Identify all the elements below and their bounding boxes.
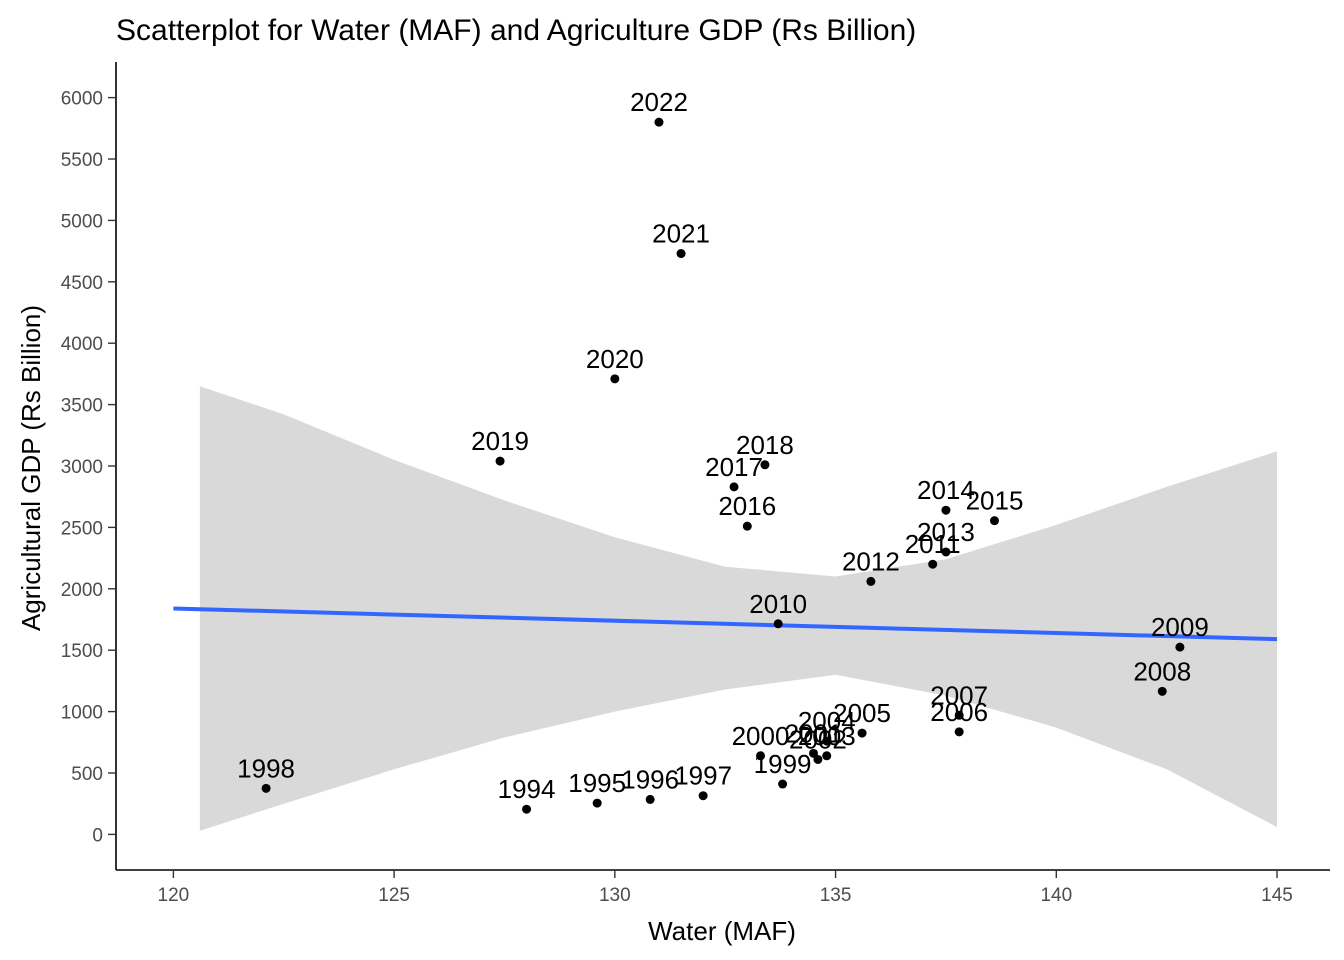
data-point: [813, 754, 823, 764]
data-point: [592, 798, 602, 808]
point-label: 1994: [498, 774, 556, 804]
data-point: [941, 505, 951, 515]
point-label: 2004: [798, 706, 856, 736]
data-point: [822, 751, 832, 761]
x-tick-label: 140: [1040, 885, 1072, 906]
point-label: 2013: [917, 517, 975, 547]
y-tick-label: 4500: [61, 273, 103, 294]
points-layer: [261, 117, 1185, 814]
trend-line-layer: [173, 606, 1278, 642]
point-label: 2018: [736, 430, 794, 460]
point-label: 2014: [917, 475, 975, 505]
data-point: [778, 779, 788, 789]
data-point: [742, 521, 752, 531]
point-label: 2003: [798, 721, 856, 751]
point-label: 2022: [630, 87, 688, 117]
x-tick-label: 125: [378, 885, 410, 906]
y-tick-label: 3000: [61, 457, 103, 478]
y-tick-label: 0: [92, 825, 103, 846]
point-label: 2012: [842, 546, 900, 576]
point-label: 1997: [674, 761, 732, 791]
point-label: 2009: [1151, 612, 1209, 642]
data-point: [954, 727, 964, 737]
x-axis-ticks: 120 125 130 135 140 145: [158, 870, 1293, 906]
data-point: [928, 559, 938, 569]
point-label: 2006: [930, 697, 988, 727]
point-label: 2017: [705, 452, 763, 482]
data-point: [760, 460, 770, 470]
y-axis-ticks: 0 500 1000 1500 2000 2500 3000 3500 4000 4500 5000…: [61, 89, 116, 846]
y-tick-label: 1500: [61, 641, 103, 662]
data-point: [522, 804, 532, 814]
point-label: 2001: [785, 718, 843, 748]
data-point: [1157, 686, 1167, 696]
point-label: 1996: [621, 764, 679, 794]
y-axis-title: Agricultural GDP (Rs Billion): [16, 305, 46, 631]
point-label: 2015: [966, 486, 1024, 516]
chart-title: Scatterplot for Water (MAF) and Agricult…: [116, 14, 916, 47]
point-label: 2005: [833, 698, 891, 728]
data-point: [495, 456, 505, 466]
x-tick-label: 135: [820, 885, 852, 906]
data-point: [654, 117, 664, 127]
point-label: 2021: [652, 219, 710, 249]
y-tick-label: 5000: [61, 211, 103, 232]
y-tick-label: 500: [71, 764, 103, 785]
x-tick-label: 130: [599, 885, 631, 906]
data-point: [676, 249, 686, 259]
data-point: [941, 547, 951, 557]
point-label: 2010: [749, 589, 807, 619]
x-axis-title: Water (MAF): [648, 916, 796, 946]
point-label: 2019: [471, 426, 529, 456]
point-label: 2000: [732, 721, 790, 751]
trend-line: [173, 606, 1278, 642]
point-label: 2007: [930, 680, 988, 710]
x-tick-label: 120: [158, 885, 190, 906]
y-tick-label: 2500: [61, 518, 103, 539]
confidence-band-layer: [199, 386, 1277, 831]
data-point: [756, 751, 766, 761]
point-label: 2020: [586, 344, 644, 374]
data-point: [1175, 642, 1185, 652]
point-label: 2011: [905, 529, 961, 559]
data-point: [866, 576, 876, 586]
point-label: 2002: [789, 724, 847, 754]
data-point: [729, 482, 739, 492]
data-point: [857, 728, 867, 738]
point-label: 2016: [718, 491, 776, 521]
point-label: 1998: [237, 753, 295, 783]
y-tick-label: 5500: [61, 150, 103, 171]
data-point: [773, 619, 783, 629]
data-point: [989, 516, 999, 526]
confidence-band: [199, 386, 1277, 831]
data-point: [610, 374, 620, 384]
data-point: [954, 710, 964, 720]
point-label: 2008: [1133, 656, 1191, 686]
y-tick-label: 4000: [61, 334, 103, 355]
y-tick-label: 6000: [61, 89, 103, 110]
x-tick-label: 145: [1261, 885, 1293, 906]
data-point: [261, 783, 271, 793]
point-label: 1999: [754, 749, 812, 779]
y-tick-label: 1000: [61, 703, 103, 724]
data-point: [822, 736, 832, 746]
data-point: [698, 791, 708, 801]
point-label: 1995: [568, 768, 626, 798]
y-tick-label: 2000: [61, 580, 103, 601]
data-point: [645, 794, 655, 804]
y-tick-label: 3500: [61, 396, 103, 417]
